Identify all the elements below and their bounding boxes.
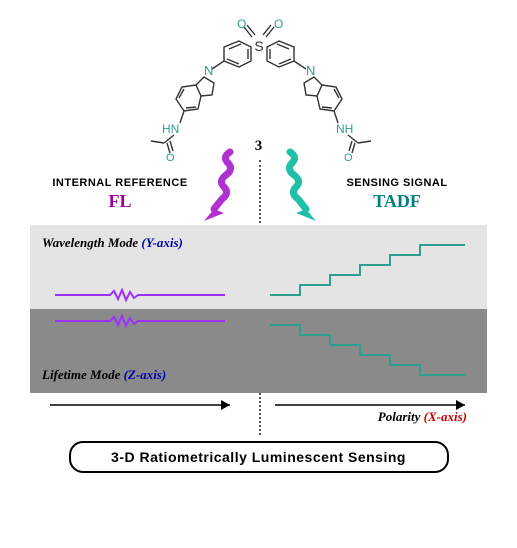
right-label-sub: TADF [317,191,477,212]
wavelength-right-trace [265,233,475,303]
svg-text:NH: NH [336,122,353,136]
squiggle-arrow-right [270,147,330,227]
right-label-title: SENSING SIGNAL [317,177,477,189]
lifetime-right-trace [265,317,475,387]
wavelength-label: Wavelength Mode (Y-axis) [42,235,183,251]
lifetime-mode-text: Lifetime Mode [42,367,120,382]
lifetime-panel: Lifetime Mode (Z-axis) [30,309,487,393]
lifetime-label: Lifetime Mode (Z-axis) [42,367,166,383]
x-axis-arrow-left [45,395,245,415]
svg-text:O: O [166,152,175,163]
y-axis-text: (Y-axis) [141,235,182,250]
svg-text:N: N [204,63,213,78]
svg-text:HN: HN [162,122,179,136]
svg-text:O: O [274,17,283,31]
molecule-structure: S O O N [30,10,487,165]
left-label-box: INTERNAL REFERENCE FL [40,177,200,212]
svg-text:S: S [254,38,263,54]
right-label-box: SENSING SIGNAL TADF [317,177,477,212]
figure-container: S O O N [0,0,517,548]
wavelength-mode-text: Wavelength Mode [42,235,138,250]
x-axis-text: (X-axis) [424,409,467,424]
z-axis-text: (Z-axis) [124,367,167,382]
svg-text:N: N [306,63,315,78]
left-label-sub: FL [40,191,200,212]
lifetime-left-trace [50,311,230,331]
squiggle-arrow-left [190,147,250,227]
wavelength-panel: Wavelength Mode (Y-axis) [30,225,487,309]
polarity-text: Polarity [378,409,421,424]
compound-number: 3 [255,138,263,155]
svg-text:O: O [237,17,246,31]
caption-box: 3-D Ratiometrically Luminescent Sensing [69,441,449,473]
axis-arrows-row: Polarity (X-axis) [30,393,487,423]
polarity-label: Polarity (X-axis) [378,409,467,425]
svg-text:O: O [344,152,353,163]
wavelength-left-trace [50,285,230,305]
sensing-panel: Wavelength Mode (Y-axis) Lifetime Mode (… [30,225,487,423]
left-label-title: INTERNAL REFERENCE [40,177,200,189]
